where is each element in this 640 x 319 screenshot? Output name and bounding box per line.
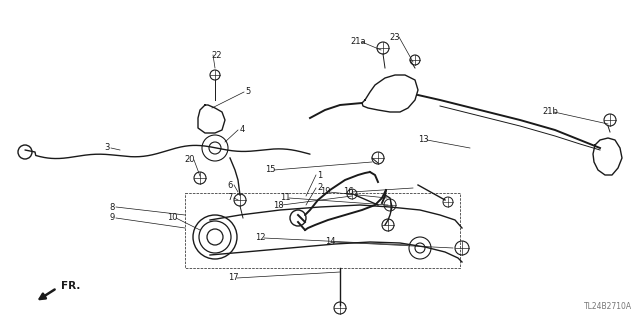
Text: 13: 13 bbox=[418, 136, 428, 145]
Text: 4: 4 bbox=[239, 125, 244, 135]
Text: 7: 7 bbox=[227, 194, 233, 203]
Text: 2: 2 bbox=[317, 183, 323, 192]
Text: 22: 22 bbox=[212, 50, 222, 60]
Text: 21b: 21b bbox=[542, 108, 558, 116]
Text: 23: 23 bbox=[390, 33, 400, 41]
Text: 18: 18 bbox=[273, 201, 284, 210]
Text: 10: 10 bbox=[167, 213, 177, 222]
Text: 3: 3 bbox=[104, 144, 109, 152]
Text: 19: 19 bbox=[320, 188, 330, 197]
Text: 15: 15 bbox=[265, 166, 275, 174]
Text: 21a: 21a bbox=[350, 38, 366, 47]
Text: 12: 12 bbox=[255, 234, 265, 242]
Text: 14: 14 bbox=[324, 238, 335, 247]
Text: 20: 20 bbox=[185, 155, 195, 165]
Text: 8: 8 bbox=[109, 203, 115, 211]
Text: 17: 17 bbox=[228, 273, 238, 283]
Text: FR.: FR. bbox=[61, 281, 81, 291]
Text: TL24B2710A: TL24B2710A bbox=[584, 302, 632, 311]
Text: 6: 6 bbox=[227, 181, 233, 189]
Text: 5: 5 bbox=[245, 87, 251, 97]
Text: 1: 1 bbox=[317, 170, 323, 180]
Text: 11: 11 bbox=[280, 194, 291, 203]
Text: 16: 16 bbox=[342, 188, 353, 197]
Text: 9: 9 bbox=[109, 213, 115, 222]
